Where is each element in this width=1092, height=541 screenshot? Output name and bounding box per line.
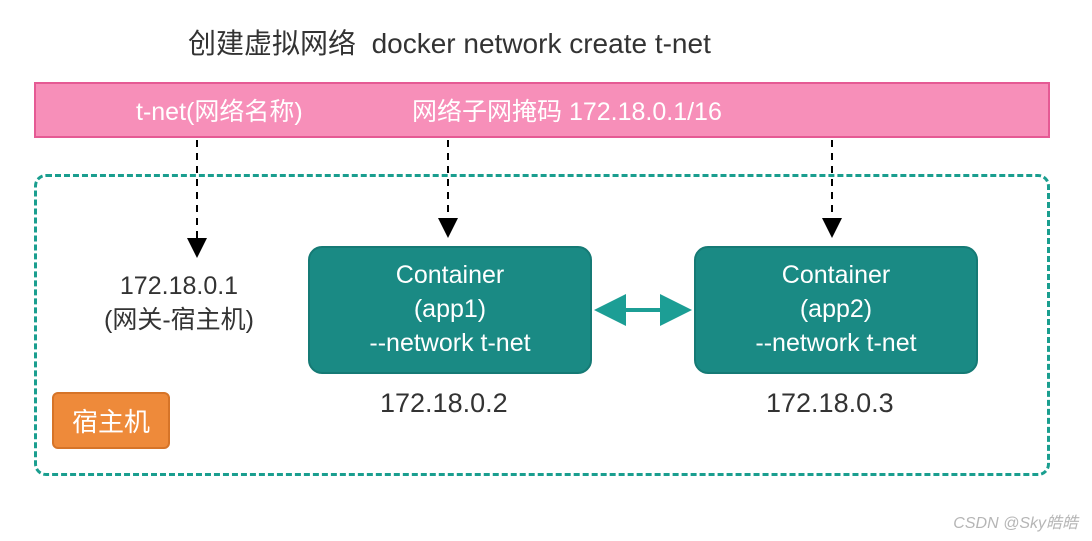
watermark: CSDN @Sky皓皓	[953, 509, 1078, 533]
container-opt: --network t-net	[369, 327, 530, 361]
gateway-label: (网关-宿主机)	[104, 304, 254, 338]
network-subnet-label: 网络子网掩码 172.18.0.1/16	[412, 92, 722, 128]
network-bar: t-net(网络名称) 网络子网掩码 172.18.0.1/16	[34, 82, 1050, 138]
container-opt: --network t-net	[755, 327, 916, 361]
gateway-block: 172.18.0.1 (网关-宿主机)	[104, 270, 254, 338]
container-title: Container	[396, 259, 504, 293]
container-app1-ip: 172.18.0.2	[380, 388, 508, 419]
title-cn: 创建虚拟网络	[188, 28, 356, 59]
container-app2: Container (app2) --network t-net	[694, 246, 978, 374]
diagram-title: 创建虚拟网络 docker network create t-net	[188, 22, 711, 62]
network-name-label: t-net(网络名称)	[136, 92, 303, 128]
container-app1: Container (app1) --network t-net	[308, 246, 592, 374]
container-name: (app1)	[414, 293, 486, 327]
container-app2-ip: 172.18.0.3	[766, 388, 894, 419]
gateway-ip: 172.18.0.1	[104, 270, 254, 304]
host-label: 宿主机	[52, 392, 170, 449]
container-title: Container	[782, 259, 890, 293]
title-cmd: docker network create t-net	[372, 28, 711, 59]
container-name: (app2)	[800, 293, 872, 327]
